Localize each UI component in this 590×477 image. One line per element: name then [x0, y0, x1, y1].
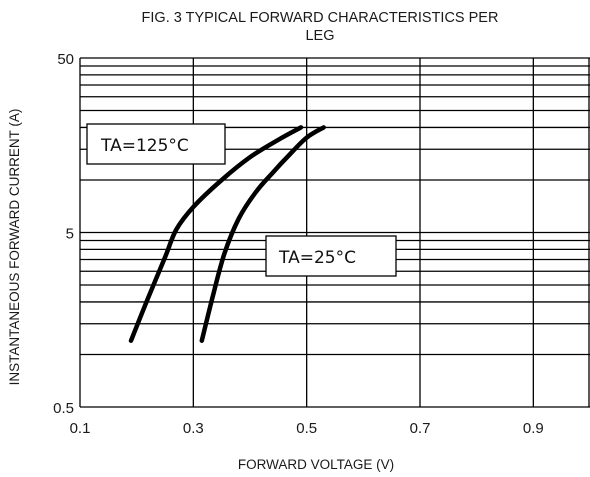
- annotation-125c-box: [86, 123, 226, 165]
- y-tick-label-0: 0.5: [53, 400, 74, 417]
- y-tick-label-2: 50: [57, 51, 74, 68]
- y-tick-label-1: 5: [66, 226, 74, 243]
- x-tick-label-2: 0.5: [296, 420, 317, 437]
- chart-title-line-1: FIG. 3 TYPICAL FORWARD CHARACTERISTICS P…: [142, 10, 499, 26]
- annotation-25c-label: TA=25°C: [278, 248, 356, 268]
- annotation-125c-label: TA=125°C: [100, 136, 189, 156]
- y-axis-label: INSTANTANEOUS FORWARD CURRENT (A): [7, 109, 22, 386]
- annotation-25c-box: [265, 235, 397, 277]
- series-line-1: [199, 125, 326, 343]
- curves: [128, 125, 326, 343]
- annotation-25c: TA=25°C: [265, 235, 397, 277]
- tick-labels: 0.1 0.3 0.5 0.7 0.9 0.5 5 50: [53, 51, 544, 437]
- x-tick-label-4: 0.9: [523, 420, 544, 437]
- x-tick-label-0: 0.1: [70, 420, 91, 437]
- series-line-0: [128, 125, 304, 343]
- chart-title-line-2: LEG: [305, 28, 334, 44]
- x-axis-label: FORWARD VOLTAGE (V): [238, 457, 394, 472]
- annotation-125c: TA=125°C: [86, 123, 226, 165]
- grid: [79, 57, 590, 408]
- x-tick-label-3: 0.7: [410, 420, 431, 437]
- x-tick-label-1: 0.3: [183, 420, 204, 437]
